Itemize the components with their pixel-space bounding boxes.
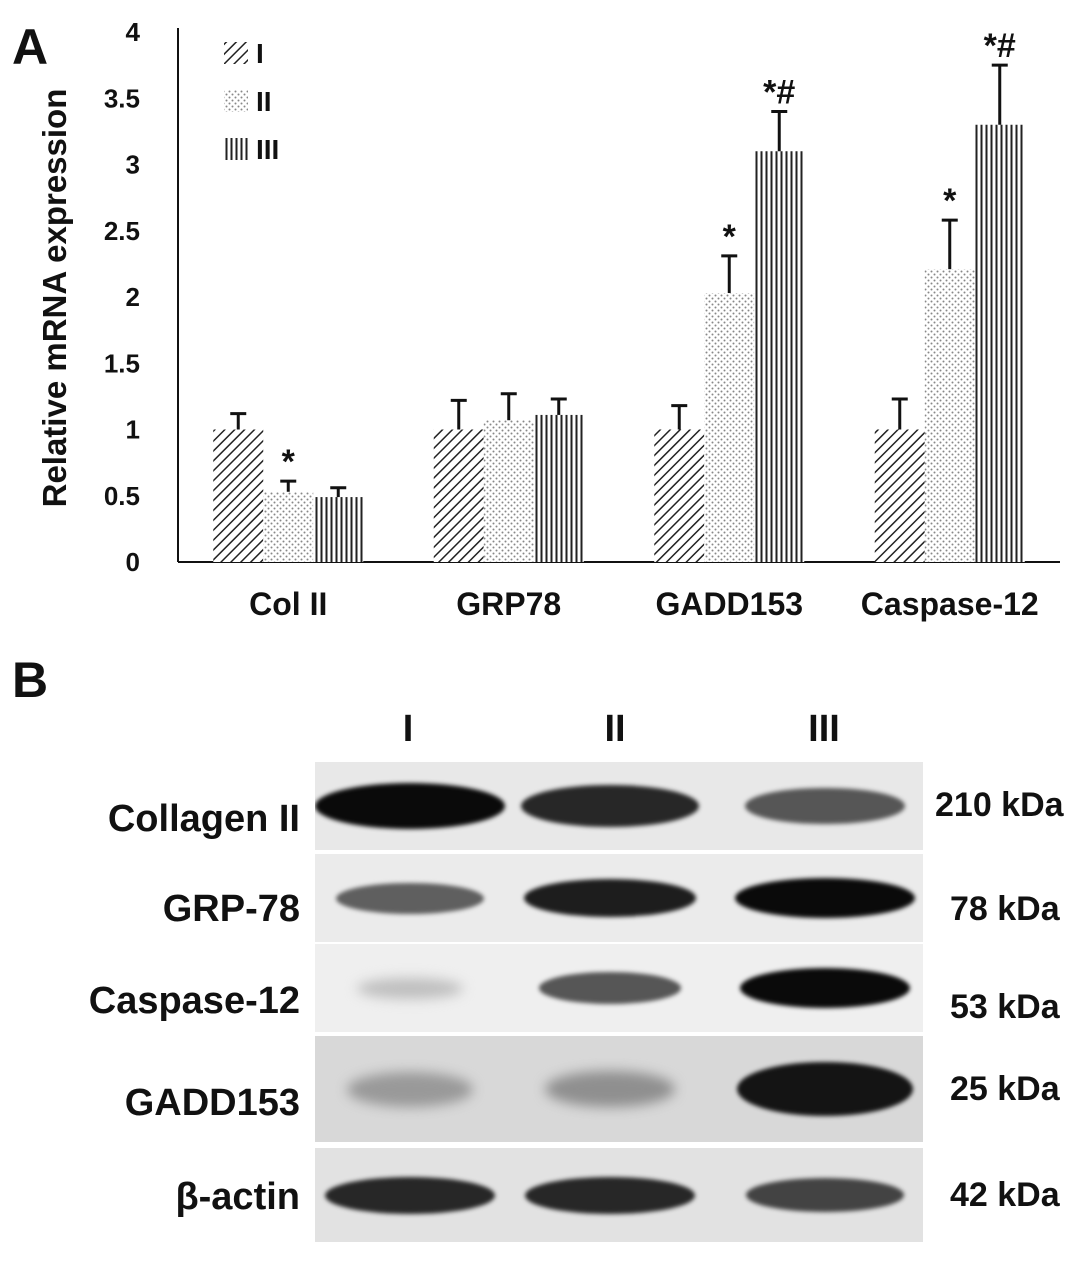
significance-marker: *#	[984, 27, 1016, 65]
legend-swatch	[224, 42, 248, 64]
blot-band	[538, 972, 682, 1004]
bar	[924, 269, 975, 562]
lane-label-1: I	[402, 708, 414, 750]
legend-swatch	[224, 90, 248, 112]
y-tick-label: 0	[126, 547, 140, 577]
protein-label-caspase-12: Caspase-12	[88, 980, 300, 1022]
y-axis-label: Relative mRNA expression	[36, 89, 73, 508]
kda-label-gadd153: 25 kDa	[950, 1070, 1060, 1108]
panel-a-letter: A	[12, 19, 49, 75]
kda-label-collagen-ii: 210 kDa	[935, 786, 1064, 824]
blot-strip-gadd153	[315, 1036, 923, 1142]
bar	[433, 429, 484, 562]
significance-marker: *	[943, 182, 957, 220]
y-tick-label: 3.5	[104, 83, 140, 113]
bar-chart: 0 0.5 1 1.5 2 2.5 3 3.5 4 Relative mRNA expressio…	[36, 17, 1060, 622]
bar	[874, 429, 925, 562]
blot-band	[315, 783, 505, 829]
y-tick-label: 0.5	[104, 481, 140, 511]
blot-strip-collagen-ii	[315, 762, 923, 850]
bar	[704, 293, 755, 562]
y-tick-label: 1.5	[104, 348, 140, 378]
legend-label: III	[256, 134, 279, 165]
kda-label-caspase-12: 53 kDa	[950, 988, 1060, 1026]
bar	[754, 151, 805, 562]
lane-label-3: III	[808, 708, 840, 750]
significance-marker: *	[723, 218, 737, 256]
bar	[533, 414, 584, 562]
kda-label-grp-78: 78 kDa	[950, 890, 1060, 928]
x-tick-label: Col II	[249, 586, 327, 622]
blot-band	[520, 784, 700, 828]
bar	[483, 420, 534, 562]
blot-strip-beta-actin	[315, 1148, 923, 1242]
panel-b-letter: B	[12, 652, 49, 708]
x-tick-label: Caspase-12	[861, 586, 1039, 622]
blot-band	[745, 1178, 905, 1212]
protein-label-gadd153: GADD153	[124, 1082, 300, 1124]
lane-label-2: II	[604, 708, 626, 750]
blot-band	[523, 879, 697, 917]
x-tick-label: GRP78	[456, 586, 561, 622]
y-tick-label: 3	[126, 150, 140, 180]
bar	[313, 497, 364, 562]
blot-band	[525, 1176, 695, 1214]
legend-label: I	[256, 38, 264, 69]
significance-marker: *#	[763, 74, 795, 112]
blot-band	[735, 878, 915, 918]
bar	[974, 124, 1025, 562]
significance-marker: *	[282, 443, 296, 481]
bar	[263, 491, 314, 562]
protein-label-beta-actin: β-actin	[175, 1176, 300, 1218]
blot-band	[545, 1070, 675, 1108]
protein-label-collagen-ii: Collagen II	[107, 798, 300, 840]
legend-swatch	[224, 138, 248, 160]
y-tick-label: 4	[126, 17, 141, 47]
blot-band	[357, 977, 463, 999]
blot-band	[336, 882, 484, 914]
blot-band	[347, 1071, 473, 1107]
blot-strip-grp-78	[315, 854, 923, 942]
x-tick-label: GADD153	[655, 586, 803, 622]
y-tick-label: 2.5	[104, 216, 140, 246]
bar	[654, 429, 705, 562]
blot-strip-caspase-12	[315, 944, 923, 1032]
blot-band	[736, 1061, 914, 1117]
legend-label: II	[256, 86, 272, 117]
y-tick-label: 2	[126, 282, 140, 312]
bar	[213, 429, 264, 562]
protein-label-grp-78: GRP-78	[162, 888, 300, 930]
blot-band	[745, 787, 905, 825]
blot-band	[325, 1176, 495, 1214]
blot-band	[740, 968, 910, 1008]
kda-label-beta-actin: 42 kDa	[950, 1176, 1060, 1214]
y-tick-label: 1	[126, 415, 140, 445]
